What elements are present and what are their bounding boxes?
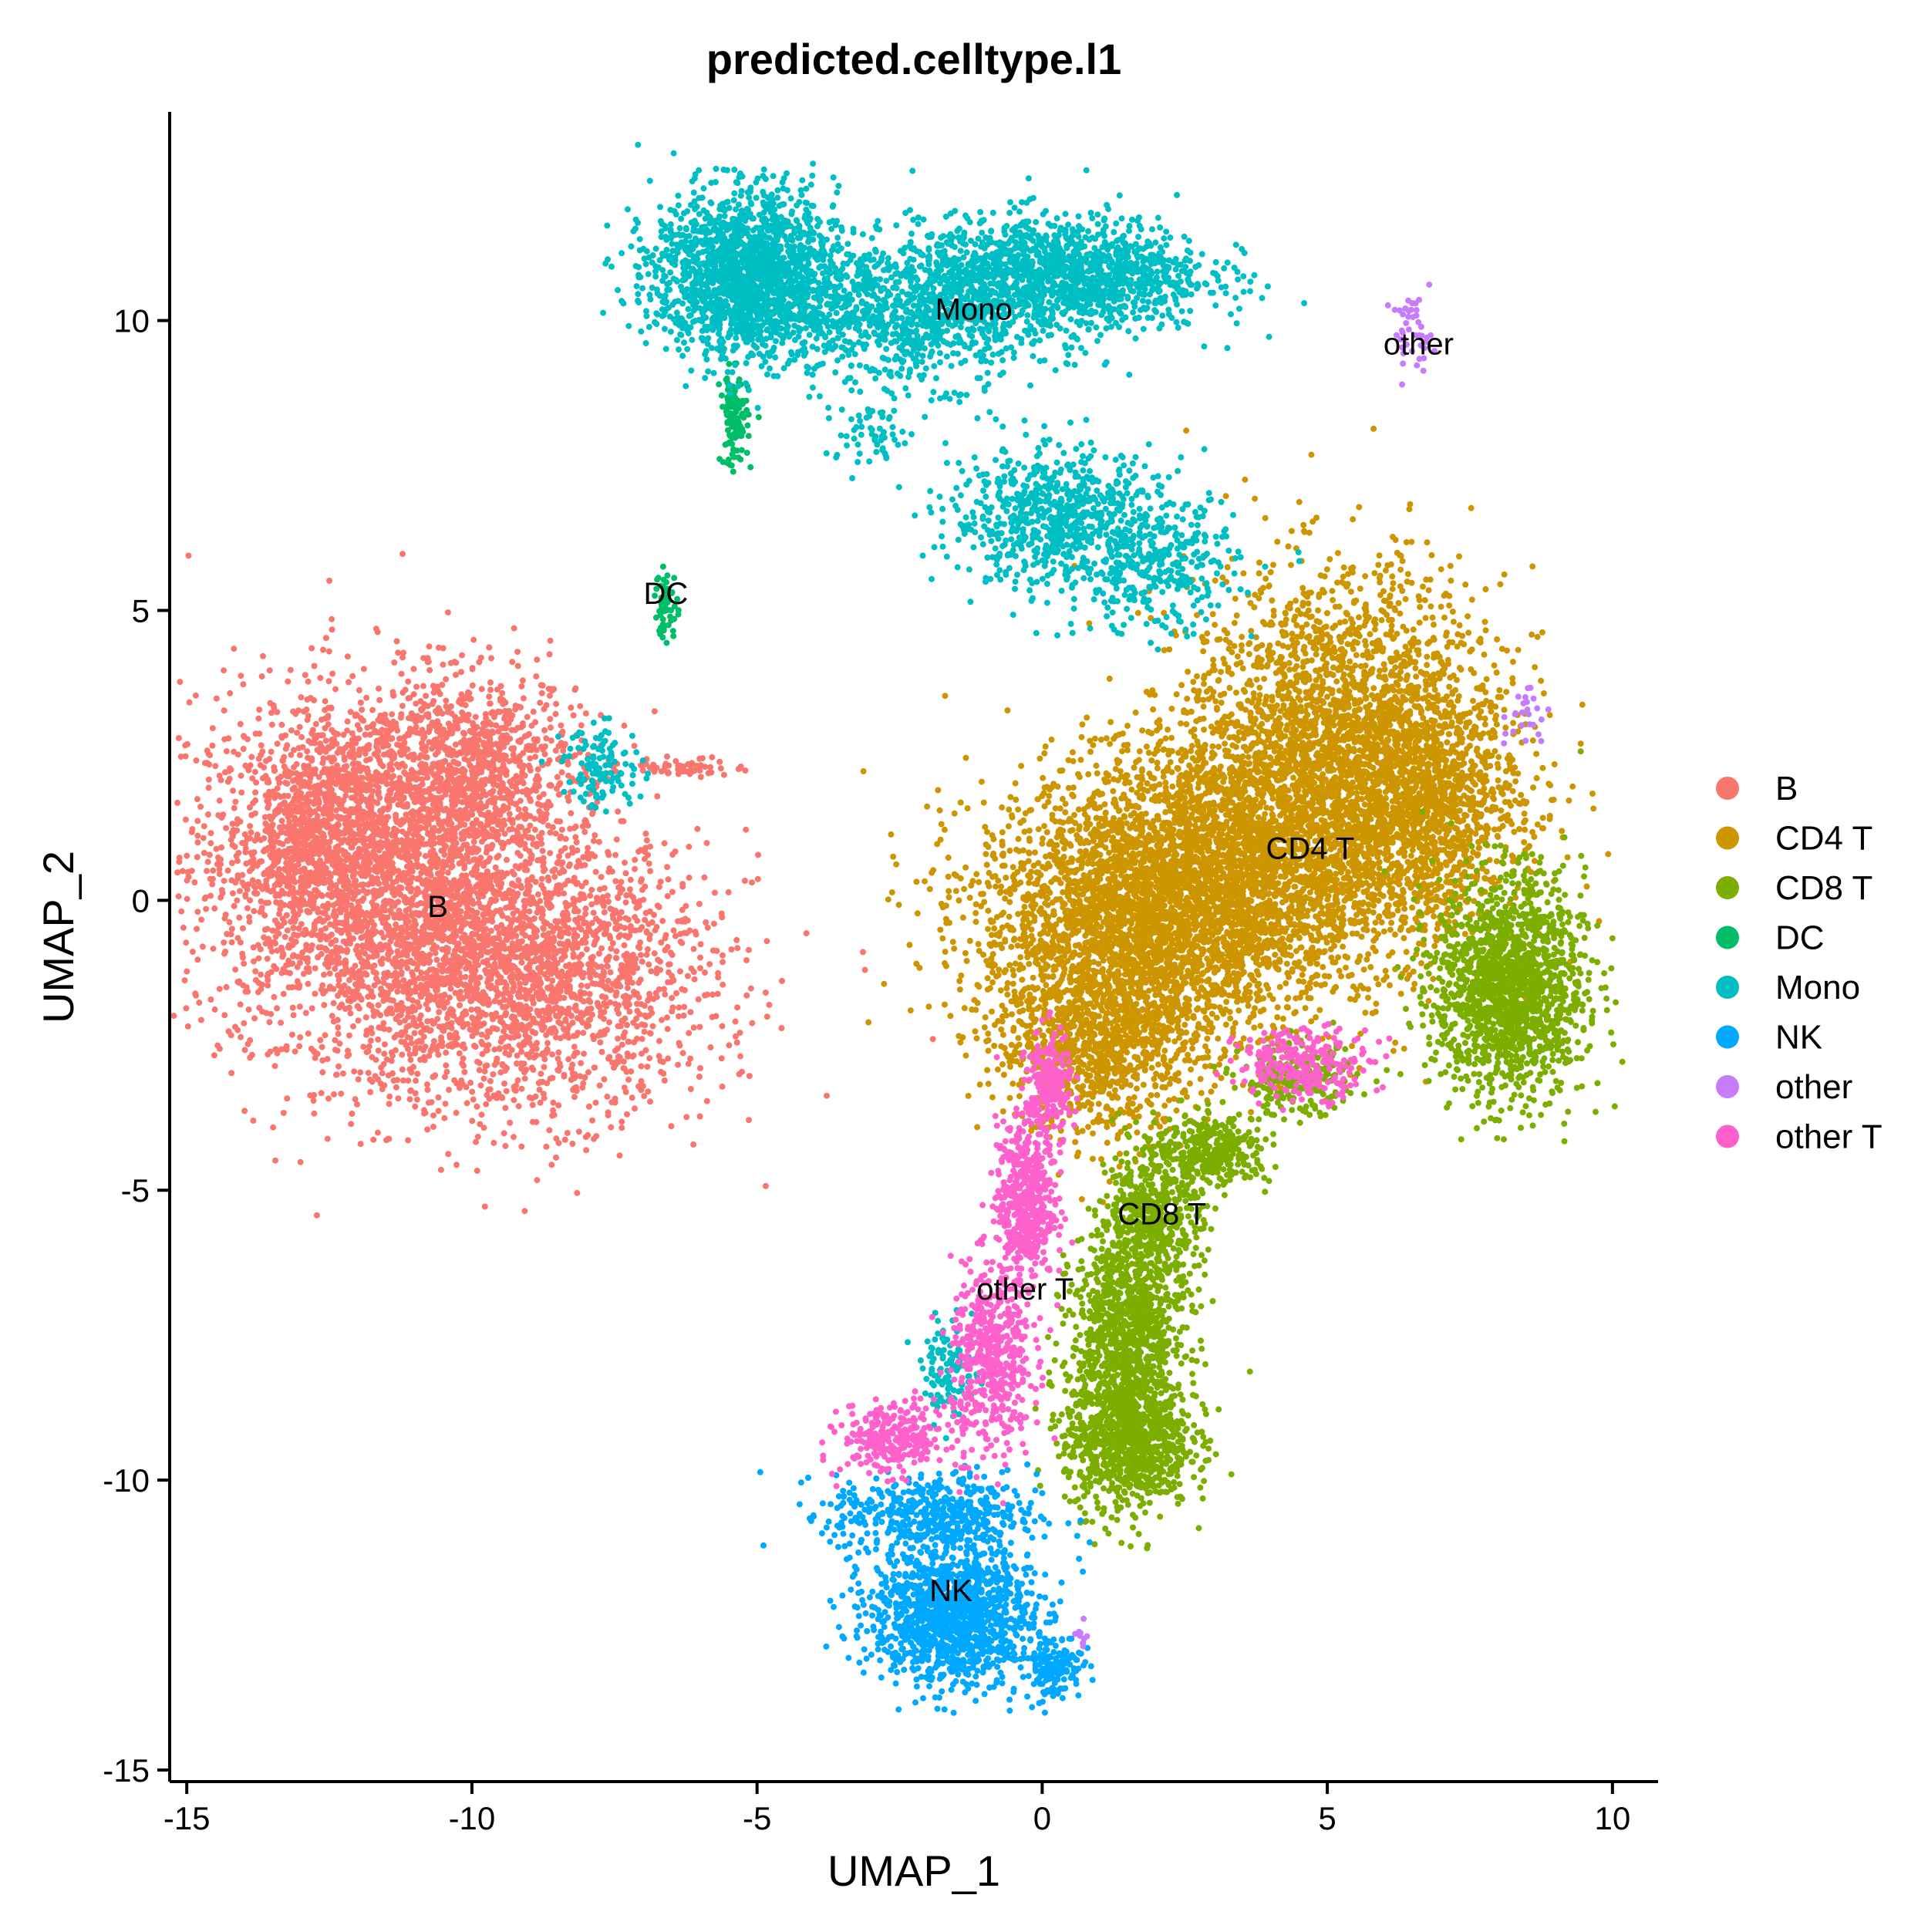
legend-item: other T (1716, 1118, 1882, 1156)
scatter-point-group (1501, 684, 1552, 747)
legend-label: NK (1775, 1019, 1822, 1057)
y-axis-label: UMAP_2 (34, 851, 83, 1023)
series-nk (757, 1461, 1096, 1716)
cluster-label: CD4 T (1266, 832, 1355, 866)
scatter-point-group (805, 167, 1308, 368)
scatter-point-group (1015, 619, 1557, 1092)
scatter-point-group (1071, 425, 1612, 1078)
y-tick-label: -15 (103, 1752, 150, 1789)
legend-item: CD4 T (1716, 820, 1872, 858)
scatter-point-group (929, 1202, 1058, 1507)
scatter-point-group (823, 1461, 1087, 1716)
legend-item: CD8 T (1716, 869, 1872, 907)
series-b (170, 551, 936, 1219)
legend-label: CD4 T (1775, 820, 1872, 858)
series-cd8-t (1032, 748, 1626, 1552)
scatter-point-group (213, 629, 410, 963)
legend-label: B (1775, 770, 1798, 808)
scatter-point-group (1010, 1619, 1096, 1716)
legend-label: Mono (1775, 969, 1860, 1006)
scatter-point-group (1045, 1173, 1253, 1473)
series-dc (652, 360, 762, 646)
scatter-point-group (823, 388, 915, 481)
scatter-point-group (1032, 1311, 1235, 1552)
legend-swatch (1716, 1124, 1739, 1148)
series-other-t (819, 1009, 1393, 1507)
legend-label: DC (1775, 919, 1825, 957)
scatter-point-group (716, 360, 762, 475)
scatter-point-group (988, 1053, 1076, 1330)
cluster-label: Mono (935, 293, 1013, 327)
scatter-point-group (716, 215, 1208, 423)
x-ticks: -15 -10 -5 0 5 10 (163, 1782, 1630, 1836)
series-mono (538, 141, 1308, 1441)
data-points (170, 141, 1626, 1716)
legend-label: other T (1775, 1118, 1882, 1156)
scatter-point-group (1214, 1020, 1393, 1114)
series-other (1072, 282, 1552, 1650)
legend-swatch (1716, 976, 1739, 999)
y-tick-label: 5 (132, 592, 150, 629)
chart-title: predicted.celltype.l1 (706, 35, 1121, 83)
scatter-point-group (285, 615, 658, 907)
x-axis-label: UMAP_1 (827, 1846, 1000, 1895)
cluster-label: NK (929, 1574, 972, 1608)
x-tick-label: 0 (1033, 1800, 1051, 1836)
y-ticks: -15 -10 -5 0 5 10 (103, 303, 170, 1789)
scatter-point-group (1034, 446, 1303, 653)
legend-label: other (1775, 1068, 1852, 1106)
legend: B CD4 T CD8 T DC Mono NK other other T (1716, 770, 1882, 1156)
legend-swatch (1716, 1025, 1739, 1049)
legend-label: CD8 T (1775, 869, 1872, 907)
scatter-point-group (1072, 1615, 1090, 1650)
cluster-labels: B CD4 T CD8 T DC Mono NK other other T (427, 293, 1454, 1608)
cluster-label: CD8 T (1117, 1197, 1206, 1231)
scatter-point-group (1019, 1009, 1080, 1176)
scatter-point-group (170, 551, 674, 1219)
legend-swatch (1716, 1075, 1739, 1098)
y-tick-label: 0 (132, 882, 150, 919)
y-tick-label: -5 (121, 1172, 150, 1209)
x-tick-label: -5 (743, 1800, 771, 1836)
scatter-point-group (538, 715, 652, 815)
legend-swatch (1716, 826, 1739, 850)
cluster-label: other (1384, 328, 1454, 362)
y-tick-label: -10 (103, 1462, 150, 1499)
scatter-point-group (895, 409, 1185, 639)
legend-item: NK (1716, 1019, 1822, 1057)
legend-swatch (1716, 926, 1739, 949)
scatter-point-group (1384, 282, 1438, 388)
x-tick-label: 10 (1594, 1800, 1630, 1836)
scatter-point-group (600, 141, 900, 397)
y-tick-label: 10 (113, 303, 150, 339)
x-tick-label: 5 (1318, 1800, 1336, 1836)
legend-swatch (1716, 777, 1739, 800)
legend-item: B (1716, 770, 1798, 808)
legend-item: DC (1716, 919, 1825, 957)
scatter-point-group (1381, 748, 1626, 1145)
x-tick-label: -15 (163, 1800, 211, 1836)
scatter-point-group (757, 1462, 1093, 1570)
legend-item: other (1716, 1068, 1852, 1106)
scatter-point-group (652, 563, 682, 646)
scatter-point-group (1124, 1097, 1287, 1212)
scatter-point-group (614, 753, 749, 781)
scatter-point-group (1284, 619, 1597, 987)
x-tick-label: -10 (449, 1800, 496, 1836)
cluster-label: B (427, 890, 448, 924)
legend-swatch (1716, 876, 1739, 899)
axes (168, 112, 1658, 1783)
scatter-point-group (819, 1388, 1007, 1495)
cluster-label: other T (976, 1273, 1074, 1307)
cluster-label: DC (643, 577, 688, 611)
legend-item: Mono (1716, 969, 1860, 1006)
scatter-point-group (905, 1307, 989, 1441)
